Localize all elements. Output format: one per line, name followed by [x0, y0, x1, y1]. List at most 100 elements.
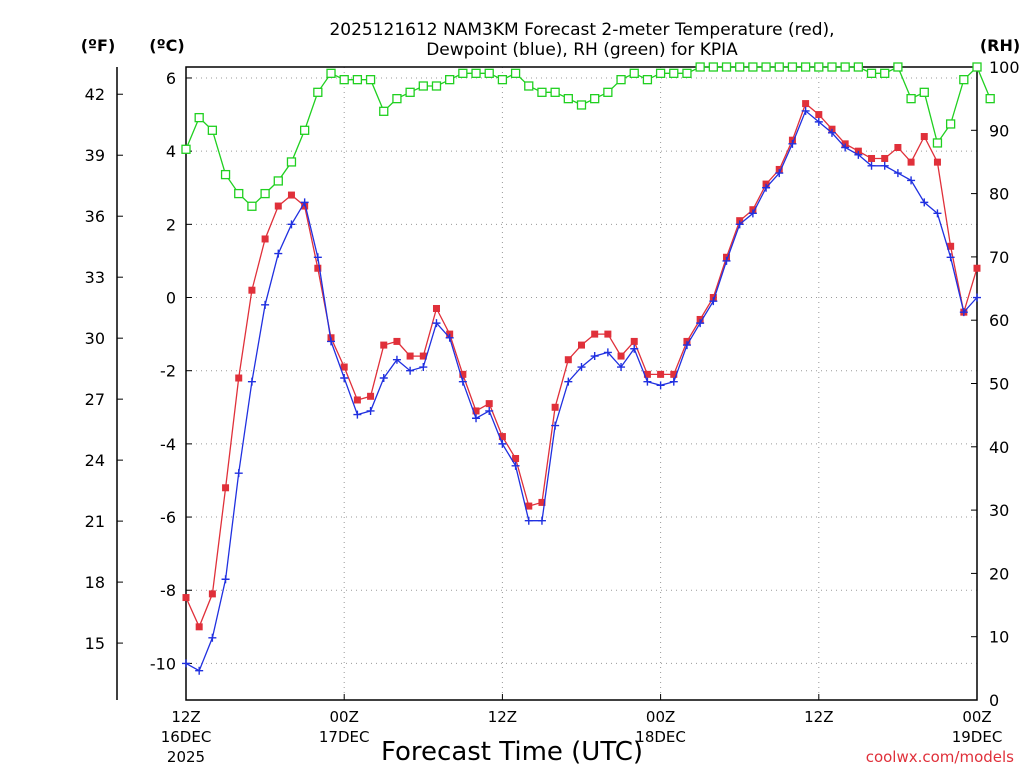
dewpoint-point	[261, 300, 270, 309]
rh-point	[313, 87, 323, 97]
dewpoint-point	[762, 183, 771, 192]
dewpoint-point	[366, 406, 375, 415]
dewpoint-point	[274, 249, 283, 258]
celsius-tick-label: -6	[160, 508, 176, 527]
dewpoint-point	[524, 516, 533, 525]
dewpoint-point	[669, 377, 678, 386]
temperature-point	[657, 370, 665, 378]
rh-tick-label: 100	[989, 58, 1020, 77]
rh-point	[748, 62, 758, 72]
dewpoint-point	[590, 352, 599, 361]
x-tick-label-time: 00Z	[330, 708, 359, 726]
temperature-point	[353, 396, 361, 404]
rh-point	[576, 100, 587, 110]
rh-tick-label: 60	[989, 311, 1009, 330]
rh-point	[603, 87, 613, 97]
temperature-point	[314, 264, 322, 272]
rh-point	[880, 68, 890, 78]
rh-point	[590, 94, 600, 104]
y-axis-ticks: -10-8-6-4-202461518212427303336394201020…	[85, 58, 1020, 710]
celsius-unit-label: (ºC)	[149, 36, 184, 55]
rh-point	[458, 68, 468, 78]
temperature-point	[222, 484, 230, 492]
fahrenheit-tick-label: 24	[85, 451, 105, 470]
dewpoint-point	[735, 220, 744, 229]
rh-point	[445, 75, 455, 85]
rh-point	[840, 62, 850, 72]
temperature-point	[802, 100, 810, 108]
rh-point	[629, 68, 639, 78]
rh-tick-label: 90	[989, 121, 1009, 140]
dewpoint-series	[182, 106, 981, 675]
plot-frame	[185, 66, 978, 701]
fahrenheit-tick-label: 18	[85, 573, 105, 592]
rh-point	[669, 68, 679, 78]
rh-point	[919, 87, 929, 97]
rh-tick-label: 30	[989, 501, 1009, 520]
temperature-point	[578, 341, 585, 349]
temperature-point	[643, 370, 651, 378]
dewpoint-point	[287, 220, 296, 229]
rh-point	[682, 68, 692, 78]
temperature-point	[881, 154, 889, 162]
dewpoint-point	[208, 633, 217, 642]
dewpoint-point	[841, 143, 850, 152]
temperature-point	[419, 352, 427, 360]
dewpoint-point	[182, 659, 190, 668]
celsius-tick-label: -2	[160, 362, 176, 381]
rh-point	[286, 157, 297, 167]
temperature-point	[393, 337, 401, 345]
rh-point	[484, 68, 494, 78]
rh-tick-label: 80	[989, 185, 1009, 204]
temperature-point	[591, 330, 599, 338]
rh-point	[814, 62, 824, 72]
temperature-point	[485, 400, 493, 408]
rh-point	[853, 62, 863, 72]
dewpoint-point	[498, 439, 507, 448]
fahrenheit-tick-label: 39	[85, 146, 105, 165]
dewpoint-point	[537, 516, 546, 525]
dewpoint-point	[696, 319, 705, 328]
dewpoint-point	[511, 461, 520, 470]
rh-point	[761, 62, 771, 72]
rh-point	[642, 75, 653, 85]
fahrenheit-tick-label: 27	[85, 390, 105, 409]
fahrenheit-tick-label: 33	[85, 268, 105, 287]
dewpoint-point	[472, 414, 481, 423]
x-axis-ticks: 12Z 16DEC 2025 00Z 17DEC 12Z 00Z 18DEC 12Z 00Z 19D…	[161, 694, 1002, 766]
x-tick-label-time: 00Z	[646, 708, 675, 726]
dewpoint-point	[195, 666, 204, 675]
celsius-tick-label: -4	[160, 435, 176, 454]
rh-point	[352, 75, 363, 85]
temperature-point	[208, 590, 216, 598]
fahrenheit-tick-label: 30	[85, 329, 105, 348]
rh-tick-label: 40	[989, 438, 1009, 457]
rh-point	[260, 188, 270, 199]
temperature-point	[472, 407, 480, 415]
dewpoint-point	[577, 363, 586, 372]
rh-point	[893, 62, 903, 72]
dewpoint-point	[300, 198, 309, 207]
rh-point	[471, 68, 481, 78]
temperature-point	[920, 133, 928, 141]
dewpoint-point	[656, 381, 665, 390]
rh-point	[326, 68, 336, 78]
dewpoint-point	[617, 363, 626, 372]
temperature-point	[617, 352, 625, 360]
fahrenheit-tick-label: 42	[85, 85, 105, 104]
temperature-point	[815, 111, 823, 119]
temperature-point	[894, 143, 902, 151]
dewpoint-point	[827, 128, 836, 137]
dewpoint-point	[340, 374, 349, 383]
rh-point	[827, 62, 837, 72]
dewpoint-point	[959, 308, 968, 317]
fahrenheit-tick-label: 21	[85, 512, 105, 531]
dewpoint-point	[630, 344, 639, 353]
rh-point	[550, 87, 560, 97]
dewpoint-point	[801, 106, 810, 115]
temperature-point	[973, 264, 981, 272]
temperature-point	[248, 286, 256, 294]
dewpoint-point	[379, 374, 388, 383]
temperature-point	[538, 498, 546, 506]
